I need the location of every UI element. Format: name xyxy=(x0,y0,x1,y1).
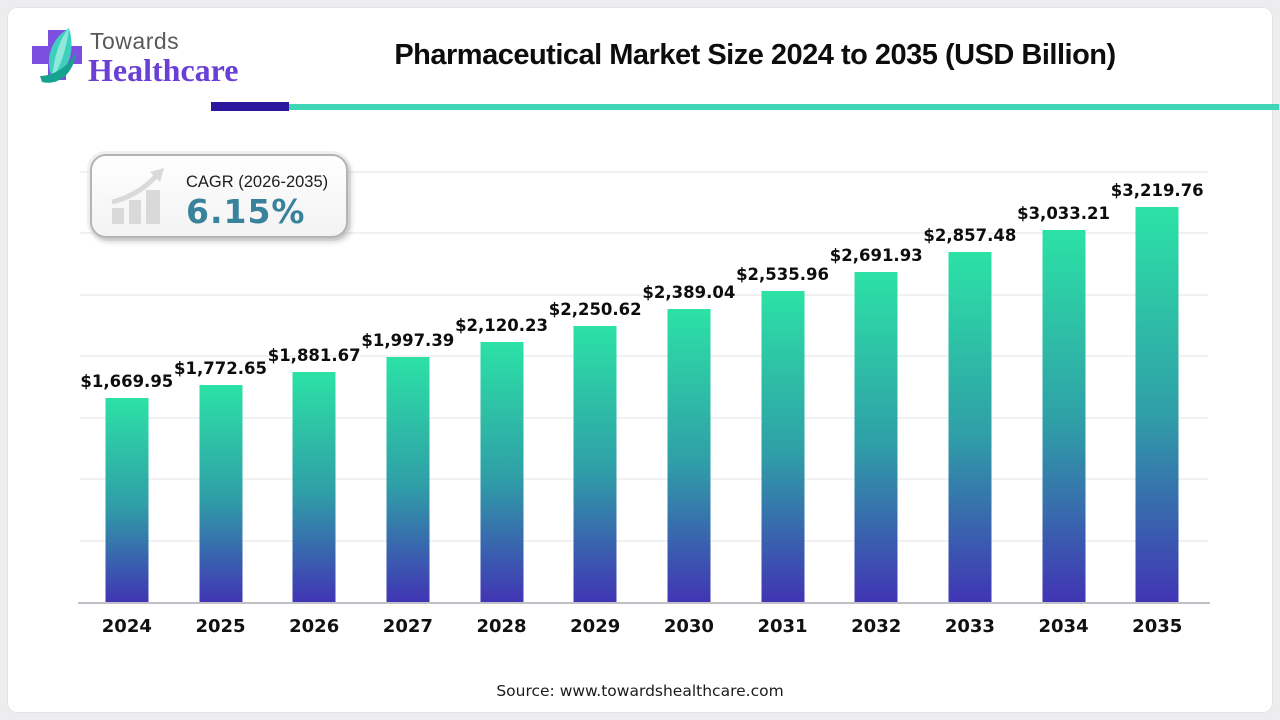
bar-2026 xyxy=(292,371,336,603)
logo-text-towards: Towards xyxy=(90,28,180,54)
bar-slot-2024: $1,669.95 xyxy=(80,143,174,603)
bar-2034 xyxy=(1042,229,1086,603)
x-axis-label-2033: 2033 xyxy=(944,616,995,637)
bar-2031 xyxy=(761,291,805,603)
bar-2035 xyxy=(1135,207,1179,603)
bar-value-label-2024: $1,669.95 xyxy=(80,371,174,391)
cagr-value: 6.15% xyxy=(186,192,306,231)
bar-slot-2033: $2,857.48 xyxy=(923,143,1017,603)
x-axis-label-2025: 2025 xyxy=(195,616,246,637)
x-axis-label-2028: 2028 xyxy=(476,616,527,637)
bar-2027 xyxy=(386,357,430,603)
plot-area: $1,669.95 $1,772.65 $1,881.67 $1,997.39 $2,1… xyxy=(80,143,1208,603)
x-axis-label-2034: 2034 xyxy=(1038,616,1089,637)
bar-value-label-2026: $1,881.67 xyxy=(267,345,361,365)
x-axis-label-2024: 2024 xyxy=(101,616,152,637)
growth-chart-icon xyxy=(106,166,174,232)
x-axis-line xyxy=(78,602,1210,604)
bar-value-label-2033: $2,857.48 xyxy=(923,225,1017,245)
bar-value-label-2029: $2,250.62 xyxy=(548,300,642,320)
bar-2032 xyxy=(854,271,898,603)
bar-slot-2025: $1,772.65 xyxy=(174,143,268,603)
gridline xyxy=(80,170,1208,173)
gridline xyxy=(80,478,1208,481)
x-axis-label-2032: 2032 xyxy=(851,616,902,637)
gridline xyxy=(80,355,1208,358)
gridline xyxy=(80,416,1208,419)
cagr-badge: CAGR (2026-2035) 6.15% xyxy=(90,154,348,238)
bar-slot-2035: $3,219.76 xyxy=(1110,143,1204,603)
bar-slot-2029: $2,250.62 xyxy=(548,143,642,603)
bar-2033 xyxy=(948,251,992,603)
bar-slot-2032: $2,691.93 xyxy=(829,143,923,603)
header-underline-teal xyxy=(289,104,1279,110)
bar-slot-2031: $2,535.96 xyxy=(736,143,830,603)
brand-logo: Towards Healthcare xyxy=(24,20,304,100)
gridline xyxy=(80,293,1208,296)
chart-card: Towards Healthcare Pharmaceutical Market… xyxy=(7,7,1279,713)
source-attribution: Source: www.towardshealthcare.com xyxy=(496,682,784,700)
cagr-label: CAGR (2026-2035) xyxy=(186,173,329,191)
bar-slot-2026: $1,881.67 xyxy=(267,143,361,603)
bar-value-label-2031: $2,535.96 xyxy=(736,265,829,285)
x-axis-label-2035: 2035 xyxy=(1132,616,1183,637)
x-axis-label-2031: 2031 xyxy=(757,616,808,637)
x-axis-label-2030: 2030 xyxy=(663,616,714,637)
x-axis-label-2029: 2029 xyxy=(570,616,621,637)
bar-slot-2028: $2,120.23 xyxy=(455,143,549,603)
page-title: Pharmaceutical Market Size 2024 to 2035 … xyxy=(394,39,1116,71)
bar-value-label-2035: $3,219.76 xyxy=(1110,181,1204,200)
header-underline-purple xyxy=(211,102,289,111)
bar-value-label-2030: $2,389.04 xyxy=(642,283,736,303)
bar-2028 xyxy=(480,342,524,603)
gridline xyxy=(80,232,1208,235)
healthcare-cross-leaf-icon xyxy=(26,24,88,94)
bar-slot-2027: $1,997.39 xyxy=(361,143,455,603)
bar-value-label-2025: $1,772.65 xyxy=(174,358,267,378)
bar-slot-2030: $2,389.04 xyxy=(642,143,736,603)
bar-value-label-2032: $2,691.93 xyxy=(829,245,923,265)
bar-slot-2034: $3,033.21 xyxy=(1017,143,1111,603)
bar-2025 xyxy=(199,384,242,603)
logo-text-healthcare: Healthcare xyxy=(88,52,239,88)
bar-2030 xyxy=(667,309,711,603)
bars-row: $1,669.95 $1,772.65 $1,881.67 $1,997.39 $2,1… xyxy=(80,143,1204,603)
bar-value-label-2028: $2,120.23 xyxy=(455,316,548,336)
x-labels-row: 2024 2025 2026 2027 2028 2029 2030 2031 2032 2033… xyxy=(80,616,1204,637)
gridline xyxy=(80,539,1208,542)
x-axis-label-2026: 2026 xyxy=(289,616,340,637)
bar-value-label-2027: $1,997.39 xyxy=(361,331,455,351)
bar-2024 xyxy=(105,397,149,603)
x-axis-label-2027: 2027 xyxy=(382,616,433,637)
bar-value-label-2034: $3,033.21 xyxy=(1017,203,1110,223)
bar-2029 xyxy=(573,326,617,603)
